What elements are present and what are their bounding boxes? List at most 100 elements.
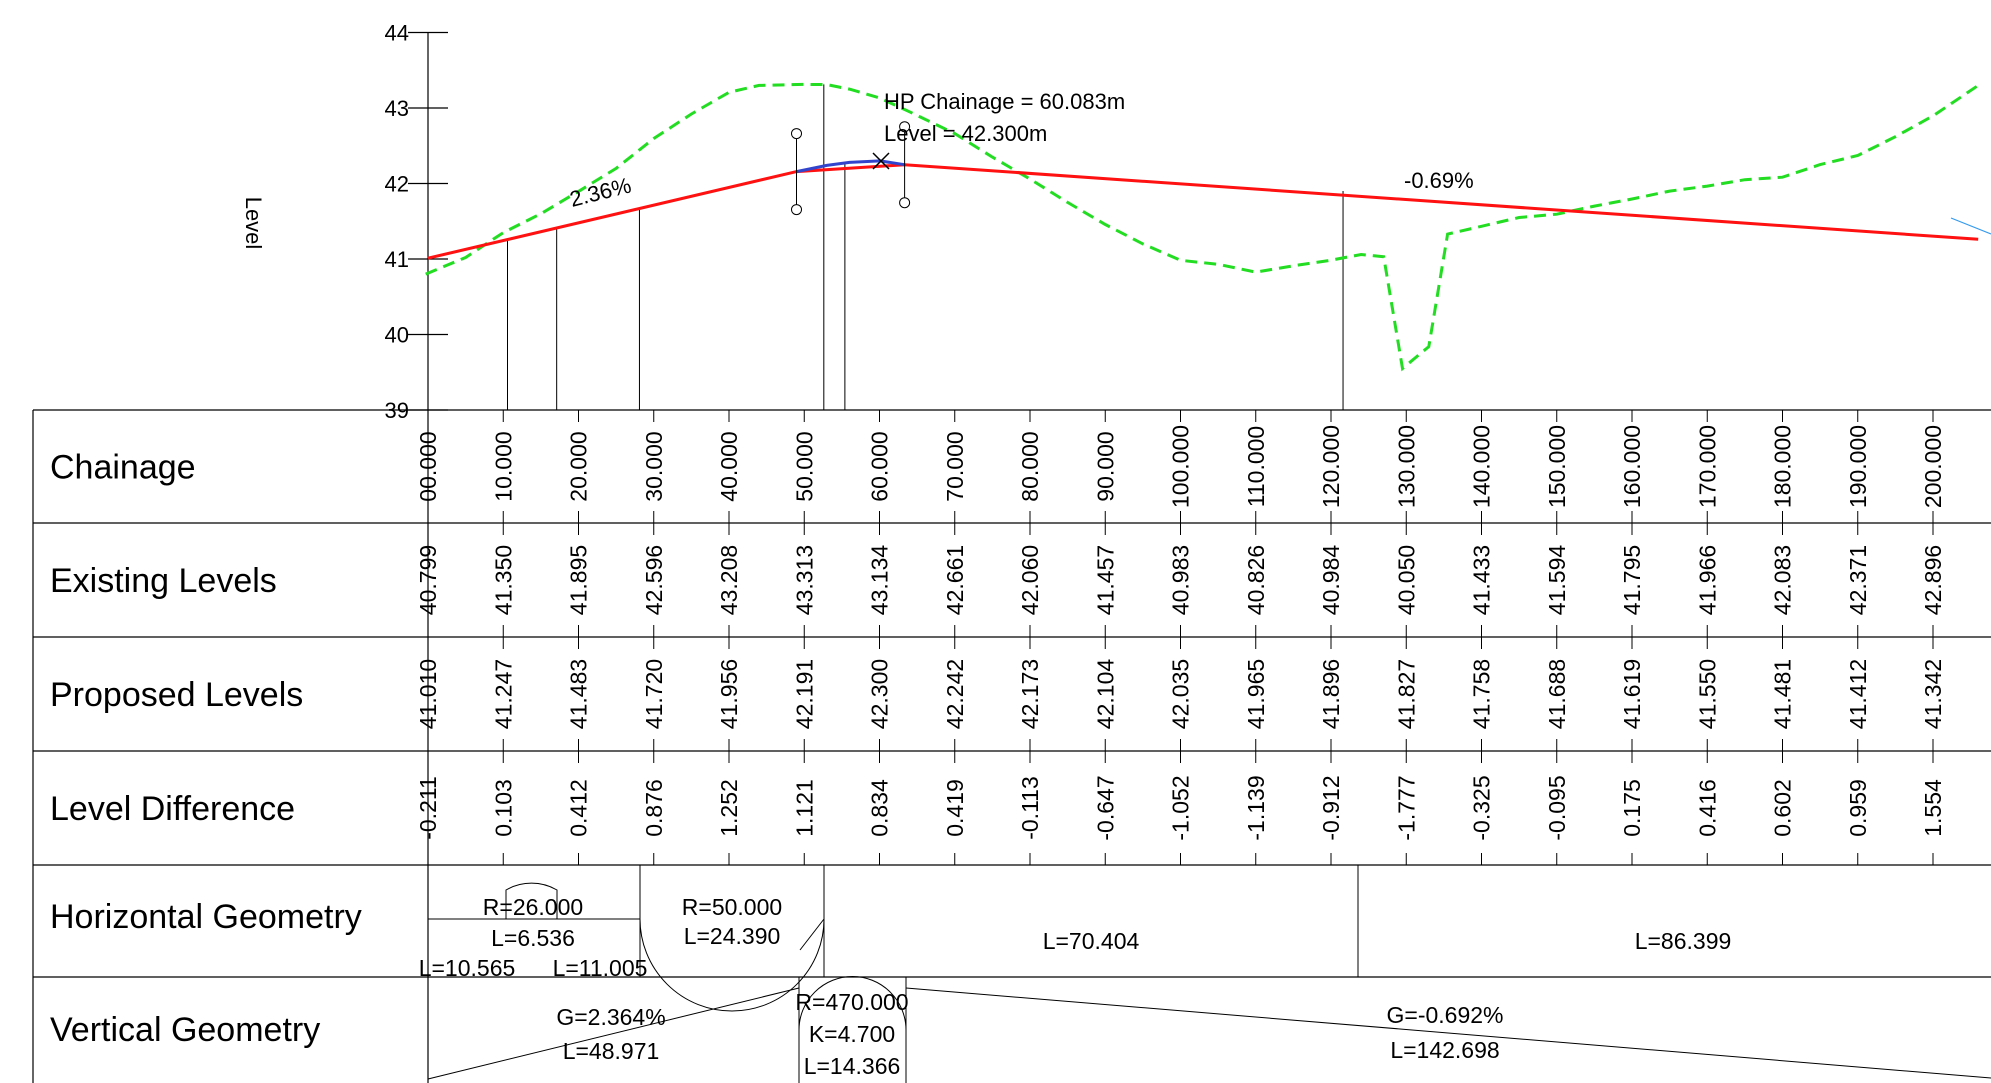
y-tick-label: 41 [385,247,409,272]
series-group [425,82,1980,372]
vg-grade-2: G=-0.692% [1387,1002,1504,1028]
hg-radius-2: R=50.000 [682,894,782,920]
band-cell-value: 42.242 [942,659,968,729]
band-cell-value: 60.000 [867,431,893,501]
vertical-curve-line [796,159,905,174]
band-cell-value: 42.083 [1770,545,1796,615]
vg-radius: R=470.000 [795,989,908,1015]
band-cell-value: 40.826 [1243,545,1269,615]
band-cell-value: 41.758 [1469,659,1495,729]
band-cell-value: 42.173 [1017,659,1043,729]
band-cell-value: 42.596 [641,545,667,615]
band-cell-value: 41.965 [1243,659,1269,729]
band-cell-value: 41.966 [1694,545,1720,615]
band-cell-value: 41.827 [1393,659,1419,729]
band-cell-value: 150.000 [1544,425,1570,508]
band-table [32,409,1991,1083]
row-label-vertical-geometry: Vertical Geometry [50,1011,320,1049]
band-cell-value: 41.342 [1920,659,1946,729]
band-cell-value: 50.000 [791,431,817,501]
band-cell-value: 180.000 [1770,425,1796,508]
band-cell-value: -1.777 [1393,775,1419,840]
hg-radius-1: R=26.000 [483,894,583,920]
band-cell-value: 200.000 [1920,425,1946,508]
band-cell-value: -0.113 [1017,776,1043,840]
band-cell-value: 20.000 [566,431,592,501]
section-lines [507,84,1344,410]
band-cell-value: 41.550 [1694,659,1720,729]
grade-label-down: -0.69% [1404,168,1474,193]
grade-label-up: 2.36% [567,173,634,212]
band-cell-value: 140.000 [1469,425,1495,508]
band-cell-value: 41.720 [641,659,667,729]
band-cell-value: -0.912 [1318,775,1344,840]
hg-length-5: L=70.404 [1043,928,1140,954]
band-cell-value: 190.000 [1845,425,1871,508]
band-cell-value: 10.000 [490,431,516,501]
band-cell-value: 42.661 [942,545,968,615]
band-cell-value: 42.104 [1092,659,1118,730]
band-cell-value: 41.956 [716,659,742,729]
band-row-label: Existing Levels [50,562,277,600]
curve-markers [791,121,911,216]
band-cell-value: 0.412 [566,779,592,837]
band-cell-value: 40.050 [1393,545,1419,615]
y-tick-label: 43 [385,96,409,121]
band-cell-value: 0.419 [942,779,968,837]
band-cell-value: 0.876 [641,779,667,837]
hp-chainage-annotation: HP Chainage = 60.083m [884,89,1125,114]
band-cell-value: 42.191 [791,659,817,729]
band-cell-value: 41.896 [1318,659,1344,729]
curve-marker-dot [899,121,911,133]
band-row-label: Level Difference [50,790,295,828]
band-cell-value: 42.035 [1168,659,1194,729]
hg-length-2: L=10.565 [419,955,516,981]
band-cell-value: -1.052 [1168,775,1194,840]
vertical-geometry-row: Vertical Geometry G=2.364% L=48.971 R=47… [50,976,1991,1083]
band-cell-value: 43.313 [791,545,817,615]
band-cell-value: 43.208 [716,545,742,615]
band-cell-value: 43.134 [867,545,893,616]
band-cell-value: 41.350 [490,545,516,615]
band-cell-value: 130.000 [1393,425,1419,508]
band-cell-value: -0.647 [1092,775,1118,840]
band-cell-value: 41.412 [1845,659,1871,729]
band-cell-value: 41.594 [1544,545,1570,616]
row-label-horizontal-geometry: Horizontal Geometry [50,898,362,936]
band-cell-value: 41.433 [1469,545,1495,615]
band-cell-value: 0.103 [490,779,516,837]
existing-level-line [425,82,1980,372]
horizontal-geometry-row: Horizontal Geometry R=26.000 L=6.536 L=1… [50,865,1732,1012]
vg-length-3: L=142.698 [1390,1037,1499,1063]
band-cell-value: 41.010 [415,659,441,729]
band-cell-value: 41.688 [1544,659,1570,729]
band-cell-value: 41.457 [1092,545,1118,615]
proposed-level-line [427,163,1979,260]
y-tick-label: 40 [385,323,409,348]
band-cell-value: 80.000 [1017,431,1043,501]
band-cell-value: 0.416 [1694,779,1720,837]
vg-k-value: K=4.700 [809,1021,895,1047]
hg-length-1: L=6.536 [491,925,575,951]
band-cell-value: 1.121 [791,779,817,837]
band-cell-value: 42.300 [867,659,893,729]
vg-length-1: L=48.971 [563,1038,660,1064]
hg-length-6: L=86.399 [1635,928,1732,954]
band-cell-value: 40.983 [1168,545,1194,615]
hp-level-annotation: Level = 42.300m [884,121,1047,146]
band-cell-value: 41.895 [566,545,592,615]
band-cell-value: -0.211 [415,776,441,840]
vg-grade-1: G=2.364% [556,1004,665,1030]
band-cell-value: 120.000 [1318,425,1344,508]
curve-marker-dot [791,128,803,140]
band-cell-value: 40.000 [716,431,742,501]
band-cell-value: 90.000 [1092,431,1118,501]
end-stub [1950,217,1991,235]
vg-length-2: L=14.366 [804,1053,901,1079]
band-cell-value: 0.834 [867,779,893,837]
high-point-marker [872,152,890,170]
band-cell-value: 41.619 [1619,659,1645,729]
band-cell-value: 42.896 [1920,545,1946,615]
band-cell-value: -1.139 [1243,775,1269,840]
